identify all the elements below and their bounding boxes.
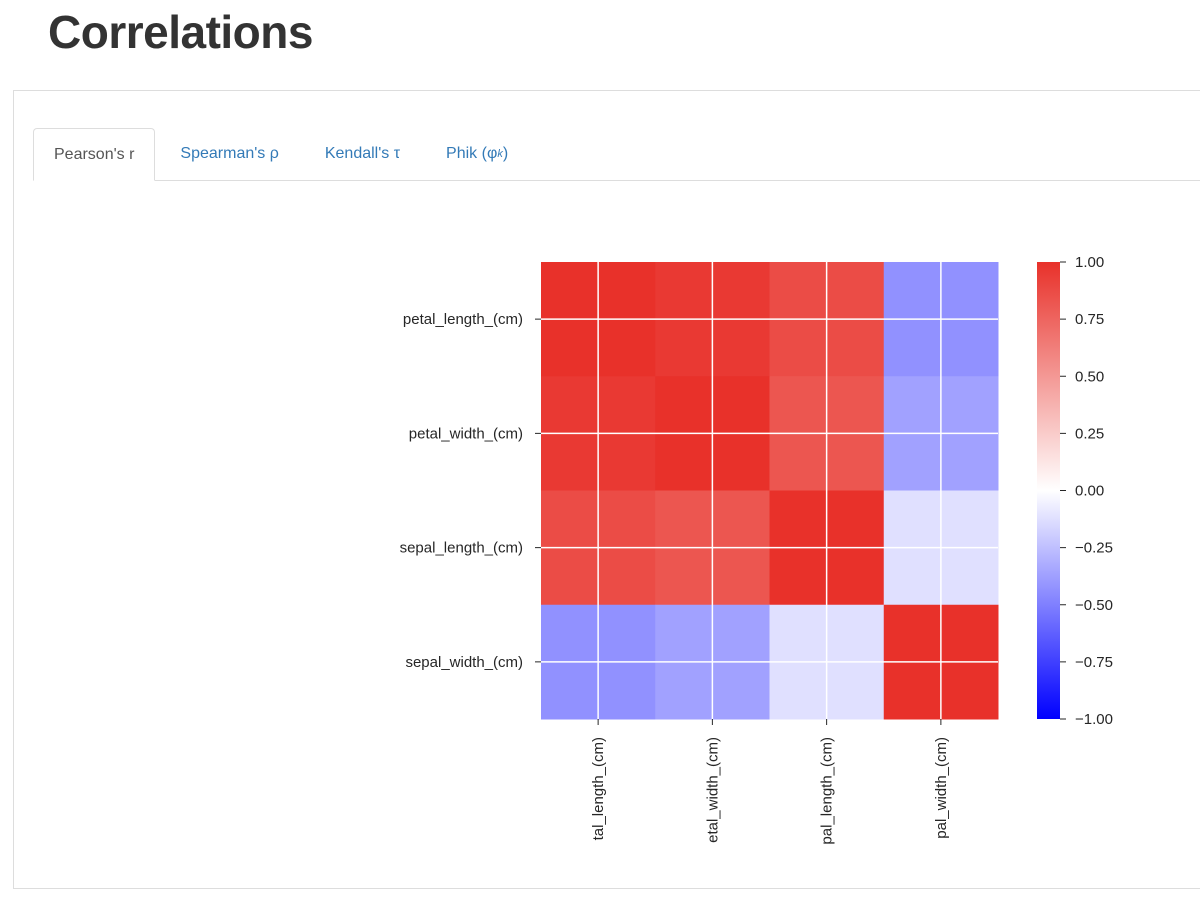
colorbar-tick-label: −0.25 bbox=[1075, 540, 1113, 557]
col-tick-label: etal_width_(cm) bbox=[704, 737, 721, 843]
colorbar: 1.00 0.75 0.50 0.25 0.00 −0.25 −0.50 −0.75 −1.00 bbox=[1037, 254, 1113, 728]
heatmap-col-labels: tal_length_(cm) etal_width_(cm) pal_length… bbox=[590, 719, 950, 845]
correlation-tabs: Pearson's r Spearman's ρ Kendall's τ Phi… bbox=[33, 127, 1200, 181]
heatmap-cells bbox=[541, 262, 999, 720]
tab-spearmans-rho[interactable]: Spearman's ρ bbox=[159, 128, 299, 180]
heatmap-row-labels: petal_length_(cm) petal_width_(cm) sepal_l… bbox=[400, 311, 541, 671]
colorbar-tick-label: 0.50 bbox=[1075, 368, 1104, 385]
colorbar-tick-label: 0.00 bbox=[1075, 483, 1104, 500]
col-tick-label: pal_length_(cm) bbox=[819, 737, 836, 845]
colorbar-gradient bbox=[1037, 262, 1060, 719]
tab-label: Spearman's ρ bbox=[180, 145, 279, 162]
tab-label-suffix: ) bbox=[502, 145, 509, 162]
colorbar-tick-label: −0.75 bbox=[1075, 654, 1113, 671]
row-tick-label: sepal_length_(cm) bbox=[400, 540, 523, 557]
colorbar-tick-label: 0.75 bbox=[1075, 311, 1104, 328]
colorbar-tick-label: 0.25 bbox=[1075, 425, 1104, 442]
tab-label-subscript: k bbox=[497, 148, 503, 160]
row-tick-label: petal_width_(cm) bbox=[409, 425, 523, 442]
tab-kendalls-tau[interactable]: Kendall's τ bbox=[304, 128, 421, 180]
tab-label: Kendall's τ bbox=[324, 145, 401, 162]
page-title: Correlations bbox=[48, 6, 313, 58]
tab-pearsons-r[interactable]: Pearson's r bbox=[33, 128, 156, 181]
tab-label: Pearson's r bbox=[54, 145, 135, 163]
colorbar-tick-label: −1.00 bbox=[1075, 711, 1113, 728]
col-tick-label: pal_width_(cm) bbox=[933, 737, 950, 839]
row-tick-label: sepal_width_(cm) bbox=[405, 654, 523, 671]
colorbar-tick-label: 1.00 bbox=[1075, 254, 1104, 271]
tab-label: Phik (φ bbox=[446, 145, 498, 162]
row-tick-label: petal_length_(cm) bbox=[403, 311, 523, 328]
colorbar-tick-label: −0.50 bbox=[1075, 597, 1113, 614]
col-tick-label: tal_length_(cm) bbox=[590, 737, 607, 840]
heatmap-gridlines bbox=[541, 262, 998, 719]
tab-phik[interactable]: Phik (φ k) bbox=[425, 128, 529, 180]
